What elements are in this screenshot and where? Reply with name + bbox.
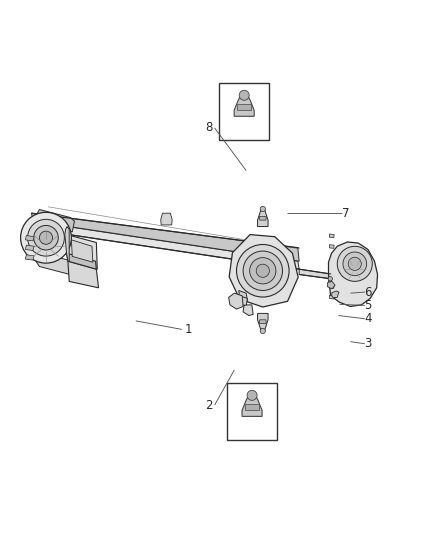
Polygon shape [242, 394, 262, 416]
Polygon shape [25, 255, 34, 260]
Polygon shape [25, 236, 34, 241]
Polygon shape [259, 320, 266, 324]
Circle shape [21, 212, 71, 263]
Polygon shape [259, 216, 266, 220]
Polygon shape [328, 281, 335, 289]
Polygon shape [229, 293, 243, 309]
Text: 2: 2 [205, 399, 213, 411]
Polygon shape [32, 221, 299, 269]
Polygon shape [258, 211, 268, 227]
Polygon shape [328, 242, 378, 306]
Polygon shape [36, 209, 74, 232]
Polygon shape [329, 285, 334, 288]
Text: 4: 4 [364, 312, 372, 325]
Polygon shape [239, 296, 247, 306]
Polygon shape [332, 291, 339, 297]
Circle shape [243, 251, 283, 290]
Text: 6: 6 [364, 286, 372, 298]
Polygon shape [328, 277, 332, 282]
Polygon shape [66, 235, 97, 269]
Polygon shape [65, 227, 69, 261]
Polygon shape [239, 290, 247, 301]
Circle shape [28, 219, 64, 256]
Polygon shape [245, 405, 259, 410]
Polygon shape [229, 235, 298, 307]
Circle shape [250, 257, 276, 284]
Polygon shape [71, 240, 93, 262]
Polygon shape [243, 305, 253, 316]
Polygon shape [67, 253, 96, 269]
Circle shape [260, 206, 265, 212]
Text: 8: 8 [206, 122, 213, 134]
Circle shape [337, 246, 372, 281]
Text: 7: 7 [342, 207, 350, 220]
Polygon shape [32, 213, 299, 261]
Polygon shape [329, 245, 334, 248]
Circle shape [34, 225, 58, 250]
Polygon shape [25, 245, 34, 251]
Polygon shape [329, 234, 334, 238]
Text: 5: 5 [364, 299, 371, 312]
Polygon shape [68, 261, 99, 288]
Text: 1: 1 [184, 323, 192, 336]
Polygon shape [329, 295, 334, 299]
Bar [227, 383, 277, 440]
Circle shape [256, 264, 269, 277]
Circle shape [343, 252, 367, 276]
Polygon shape [234, 94, 254, 116]
Polygon shape [36, 253, 74, 274]
Polygon shape [258, 313, 268, 329]
Circle shape [260, 328, 265, 334]
Circle shape [348, 257, 361, 270]
Circle shape [239, 90, 249, 100]
Polygon shape [299, 269, 331, 279]
Circle shape [237, 245, 289, 297]
Polygon shape [161, 213, 172, 225]
Polygon shape [237, 104, 251, 110]
Circle shape [328, 277, 332, 281]
Circle shape [39, 231, 53, 244]
Circle shape [247, 390, 257, 400]
Text: 3: 3 [364, 337, 371, 350]
Bar [219, 83, 269, 140]
